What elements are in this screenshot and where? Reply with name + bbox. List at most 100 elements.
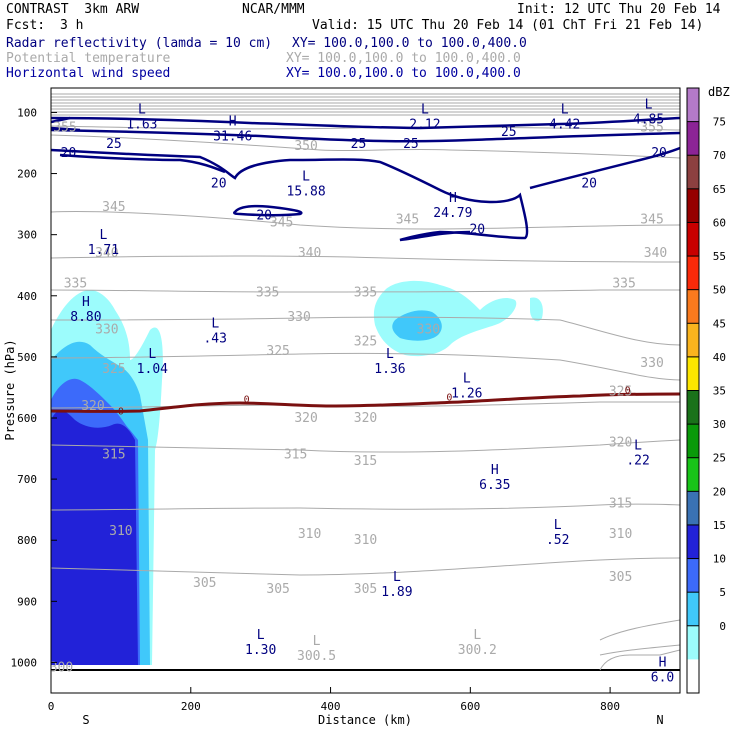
y-tick-label: 100 [17,106,37,119]
theta-label: 305 [609,570,632,585]
extremum-type: H [229,115,237,130]
extremum-type: L [634,439,642,454]
theta-label: 340 [95,246,118,261]
x-tick-label: 600 [460,700,480,713]
colorbar-swatch [687,256,699,290]
colorbar-swatch [687,592,699,626]
x-tick-label: 200 [181,700,201,713]
theta-labels: 355 355 350 345 345 345 345 340 340 340 335 335 335 3… [50,121,667,676]
y-tick-label: 200 [17,168,37,181]
theta-label: 320 [81,399,104,414]
extremum-value: 31.46 [213,130,252,145]
colorbar-unit: dBZ [708,85,730,99]
wind-speed-labels: 25 20 20 20 25 25 25 20 20 20 [61,125,667,238]
extremum-value: 1.89 [381,585,412,600]
extremum-value: 1.30 [245,643,276,658]
wind-speed-label: 25 [501,125,517,140]
colorbar-label: 70 [713,149,726,162]
extremum-value: 24.79 [433,206,472,221]
extremum-value: 1.26 [451,386,482,401]
init-time: Init: 12 UTC Thu 20 Feb 14 [517,2,721,17]
colorbar-swatch [687,491,699,525]
theta-label: 330 [287,310,310,325]
theta-label: 310 [109,524,132,539]
model-title: CONTRAST 3km ARW [6,2,140,17]
theta-label: 335 [612,277,635,292]
extremum-value: .43 [203,331,226,346]
colorbar-label: 15 [713,519,726,532]
extremum-value: 2.12 [409,118,440,133]
fcst-value: 3 h [60,18,84,33]
theta-label: 345 [640,212,663,227]
theta-label: 345 [396,212,419,227]
extremum-type: L [473,628,481,643]
colorbar-swatch [687,121,699,156]
extremum-type: L [100,228,108,243]
colorbar-label: 25 [713,452,726,465]
theta-label: 330 [95,322,118,337]
extremum-value: 300.2 [458,643,497,658]
colorbar-label: 65 [713,183,726,196]
wind-speed-label: 20 [469,223,485,238]
theta-contours [51,93,680,656]
theta-label: 335 [256,286,279,301]
extremum-type: L [148,347,156,362]
reflectivity-fill [51,280,543,665]
theta-label: 320 [354,411,377,426]
extremum-type: L [554,518,562,533]
theta-label: 310 [354,533,377,548]
extremum-type: L [561,103,569,118]
x-axis-label: Distance (km) [318,713,412,727]
theta-label: 355 [53,121,76,136]
valid-time: Valid: 15 UTC Thu 20 Feb 14 (01 ChT Fri … [312,18,704,33]
colorbar-label: 45 [713,317,726,330]
extremum-type: H [82,295,90,310]
extremum-type: L [393,570,401,585]
field-name-wind: Horizontal wind speed [6,66,171,81]
colorbar-label: 35 [713,385,726,398]
wind-speed-label: 25 [106,137,122,152]
wind-speed-label: 20 [211,177,227,192]
wind-speed-label: 20 [256,209,272,224]
extremum-value: 6.0 [651,671,674,686]
extremum-type: L [645,98,653,113]
zero-contour-line [51,392,680,413]
theta-label: 325 [354,335,377,350]
plot-area: 355 355 350 345 345 345 345 340 340 340 335 335 335 3… [50,93,680,686]
colorbar-swatch [687,558,699,593]
field-name-theta: Potential temperature [6,51,171,66]
zero-line-labels: 0 0 0 0 [118,385,631,417]
colorbar-label: 0 [719,620,726,633]
fcst-label: Fcst: [6,18,46,33]
y-tick-label: 1000 [11,656,38,669]
extremum-value: .22 [626,454,649,469]
wind-speed-label: 20 [651,146,667,161]
theta-label: 300 [50,660,73,675]
theta-label: 310 [609,527,632,542]
theta-label: 305 [354,582,377,597]
colorbar-label: 40 [713,351,726,364]
extremum-value: 6.35 [479,478,510,493]
extremum-type: L [313,634,321,649]
y-tick-label: 700 [17,473,37,486]
x-axis: 0 200 400 600 800 [48,687,620,713]
y-tick-label: 500 [17,351,37,364]
wind-speed-contours [51,116,680,242]
theta-label: 350 [294,139,317,154]
colorbar-label: 30 [713,418,726,431]
theta-label: 305 [193,576,216,591]
theta-label: 355 [640,121,663,136]
colorbar-swatch [687,524,699,559]
y-tick-label: 800 [17,534,37,547]
colorbar-swatch [687,323,699,357]
colorbar-swatch [687,222,699,257]
extremum-value: .52 [546,533,569,548]
extremum-type: L [463,371,471,386]
extremum-type: L [421,103,429,118]
x-tick-label: 800 [600,700,620,713]
extremum-type: H [659,656,667,671]
colorbar-swatch [687,356,699,391]
colorbar-label: 10 [713,553,726,566]
colorbar-swatch [687,88,699,122]
